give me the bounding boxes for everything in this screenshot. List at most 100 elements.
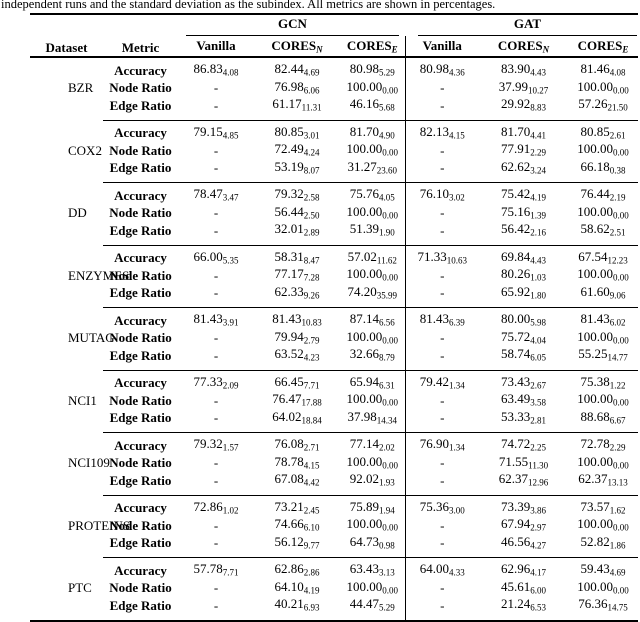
stddev-subscript: 11.31 (301, 102, 322, 113)
table-row: Edge Ratio -40.216.93 44.475.29-21.246.53 7… (30, 597, 638, 621)
cell-value: 100.000.00 (346, 203, 399, 220)
cell-value: 53.198.07 (274, 158, 320, 175)
stddev-subscript: 1.34 (449, 442, 465, 453)
stddev-subscript: 1.80 (530, 290, 546, 300)
stddev-subscript: 6.05 (530, 352, 546, 363)
stddev-subscript: 4.36 (449, 67, 465, 78)
table-row: Accuracy 66.005.35 58.318.47 57.0211.62 71.3… (30, 244, 639, 267)
cell-value: 80.005.98 (479, 307, 568, 330)
cell-value: 55.2514.77 (578, 346, 628, 363)
cell-value: - (213, 455, 219, 471)
cell-value: 57.787.71 (178, 557, 254, 580)
cell-value: 81.704.41 (479, 119, 568, 142)
cell-value: 81.4310.83 (254, 307, 340, 330)
cell-value: - (404, 597, 479, 621)
cell-value: 61.1711.31 (272, 96, 322, 113)
stddev-subscript: 1.94 (379, 505, 395, 515)
cell-value: 100.000.00 (577, 453, 629, 470)
table-row: Accuracy 79.154.85 80.853.01 81.704.90 82.13… (30, 119, 639, 142)
cell-value: 80.853.01 (254, 119, 340, 142)
stddev-subscript: 17.88 (301, 397, 322, 408)
cell-value: 80.985.29 (349, 61, 395, 78)
cell-value: 78.784.15 (274, 453, 320, 470)
cell-value: 79.154.85 (178, 119, 254, 142)
stddev-subscript: 12.23 (607, 255, 628, 265)
metric-column-header: Metric (103, 14, 178, 58)
stddev-subscript: 0.00 (613, 460, 629, 470)
cell-value: - (213, 347, 219, 363)
cell-value: 71.5511.30 (498, 453, 549, 470)
cell-value: 57.0211.62 (340, 244, 405, 267)
cell-value: 53.332.81 (501, 408, 546, 425)
gat-group-header: GAT (405, 14, 638, 36)
stddev-subscript: 8.83 (530, 102, 546, 113)
stddev-subscript: 2.97 (530, 522, 546, 533)
cell-value: 62.964.17 (479, 557, 568, 580)
stddev-subscript: 1.90 (379, 227, 395, 238)
cell-value: 37.9910.27 (498, 78, 549, 95)
metric-label: Edge Ratio (109, 597, 172, 613)
cell-value: 76.082.71 (254, 432, 340, 455)
stddev-subscript: 4.85 (222, 130, 239, 140)
stddev-subscript: 0.00 (382, 585, 398, 595)
cell-value: 81.704.90 (340, 119, 405, 142)
cell-value: 72.494.24 (274, 141, 320, 158)
cell-value: - (404, 204, 479, 222)
dataset-label: ENZYMES (68, 267, 130, 283)
dataset-label: PTC (68, 580, 92, 596)
cell-value: 81.433.91 (178, 307, 254, 330)
cell-value: 74.666.10 (274, 516, 320, 533)
table-header: Dataset Metric GCN GAT Vanilla CORESN CORE… (30, 14, 639, 58)
stddev-subscript: 3.13 (379, 567, 395, 578)
dataset-label (30, 120, 103, 142)
cell-value: - (213, 580, 219, 596)
stddev-subscript: 8.47 (303, 255, 320, 265)
cell-value: - (213, 222, 219, 238)
cell-value: - (404, 392, 479, 410)
cell-value: 73.393.86 (479, 494, 568, 517)
cell-value: - (404, 222, 479, 245)
cell-value: - (213, 597, 219, 613)
cell-value: 58.746.05 (501, 346, 546, 363)
cell-value: 63.493.58 (501, 391, 546, 408)
table-row: Edge Ratio -62.339.26 74.2035.99-65.921.80… (30, 284, 638, 308)
metric-label: Node Ratio (109, 455, 172, 471)
cell-value: 100.000.00 (346, 391, 399, 408)
metric-label: Node Ratio (109, 517, 172, 533)
metric-label: Edge Ratio (109, 222, 172, 238)
subscript: N (316, 44, 323, 55)
cell-value: 75.764.05 (340, 182, 405, 205)
stddev-subscript: 2.89 (303, 227, 320, 238)
stddev-subscript: 2.16 (530, 227, 546, 238)
cell-value: 73.212.45 (254, 494, 340, 517)
cell-value: - (213, 517, 219, 533)
table-caption: independent runs and the standard deviat… (1, 0, 496, 11)
stddev-subscript: 21.50 (607, 102, 628, 113)
cell-value: 72.861.02 (178, 494, 254, 517)
cell-value: 65.946.31 (340, 369, 405, 392)
table-row: PROTEINS Node Ratio -74.666.10 100.000.00-6… (30, 517, 638, 535)
dataset-label (30, 433, 103, 455)
stddev-subscript: 0.00 (382, 522, 398, 533)
stddev-subscript: 3.00 (449, 505, 465, 515)
table-row: Accuracy 57.787.71 62.862.86 63.433.13 64.00… (30, 557, 639, 580)
metric-label: Accuracy (103, 432, 178, 455)
stddev-subscript: 10.63 (446, 255, 467, 265)
metric-label: Edge Ratio (109, 97, 172, 113)
stddev-subscript: 3.91 (222, 317, 239, 328)
gcn-group-header: GCN (178, 14, 405, 36)
cell-value: 72.782.29 (568, 432, 639, 455)
cell-value: 81.436.39 (404, 307, 479, 330)
table-row: Edge Ratio -61.1711.31 46.165.68-29.928.83… (30, 97, 638, 120)
cell-value: 83.904.43 (501, 61, 546, 78)
dataset-label (30, 410, 103, 433)
column-header-cores-e: CORESE (568, 36, 639, 58)
stddev-subscript: 2.61 (609, 130, 626, 140)
dataset-label: COX2 (68, 142, 102, 158)
stddev-subscript: 3.01 (303, 130, 320, 140)
cell-value: 86.834.08 (193, 61, 239, 78)
stddev-subscript: 11.62 (376, 255, 397, 265)
stddev-subscript: 14.75 (607, 602, 628, 613)
stddev-subscript: 7.71 (222, 567, 239, 578)
stddev-subscript: 2.09 (222, 380, 239, 390)
